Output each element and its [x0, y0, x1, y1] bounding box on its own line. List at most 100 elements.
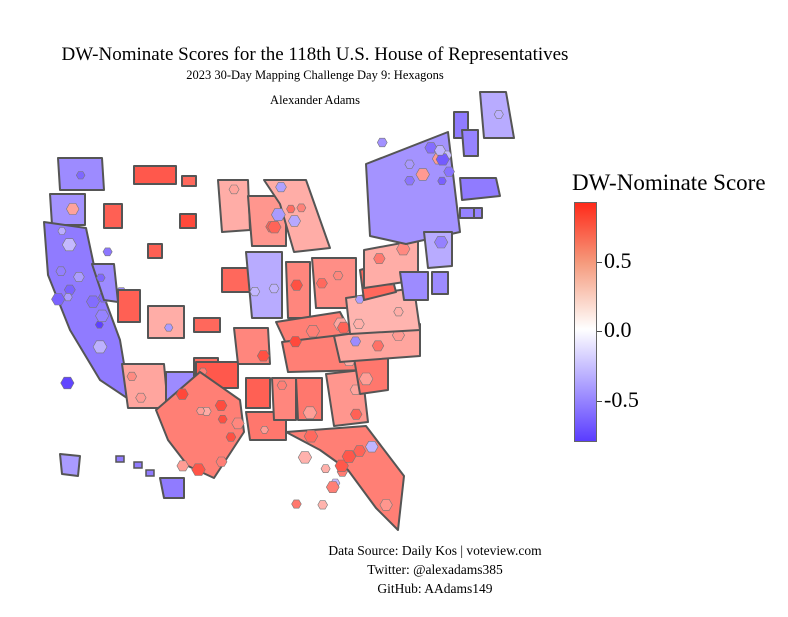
state-mt: [133, 165, 177, 185]
district-hex: [63, 293, 73, 302]
district-hex: [135, 392, 147, 403]
map-title: DW-Nominate Scores for the 118th U.S. Ho…: [61, 44, 569, 65]
hawaii-island-1: [115, 455, 125, 463]
district-hex: [376, 137, 388, 148]
state-id: [103, 203, 123, 229]
state-in: [285, 261, 311, 319]
footer-github: GitHub: AAdams149: [377, 581, 493, 596]
district-hex: [379, 499, 393, 511]
district-hex: [95, 309, 110, 323]
district-hex: [290, 279, 303, 291]
state-ms: [271, 377, 297, 421]
district-hex: [176, 460, 189, 472]
legend-tick-0-5: 0.5: [604, 248, 632, 273]
district-hex: [349, 408, 363, 420]
district-hex: [354, 295, 365, 304]
district-hex: [60, 376, 75, 390]
state-mi: [263, 179, 331, 253]
district-hex: [249, 286, 261, 297]
legend-tick-neg-0-5: -0.5: [604, 387, 639, 412]
district-hex: [435, 153, 450, 166]
district-hex: [75, 171, 86, 180]
map-subtitle: 2023 30-Day Mapping Challenge Day 9: Hex…: [186, 68, 444, 82]
district-hex: [303, 429, 319, 443]
district-hex: [86, 295, 100, 308]
state-ct: [459, 207, 475, 219]
district-hex: [404, 159, 415, 169]
state-ny: [365, 131, 461, 245]
legend-colorbar: [574, 202, 597, 442]
district-hex: [126, 371, 138, 381]
legend-tick-0-0: 0.0: [604, 317, 632, 342]
state-me: [479, 91, 515, 139]
district-hex: [297, 451, 313, 464]
legend-tick-mark-pos: [597, 262, 602, 263]
district-hex: [353, 445, 366, 457]
district-hex: [349, 336, 362, 347]
district-hex: [373, 253, 386, 264]
state-wa: [57, 157, 105, 191]
district-hex: [196, 406, 206, 415]
district-hex: [291, 499, 302, 509]
district-hex: [92, 340, 108, 354]
district-hex: [276, 380, 288, 390]
district-hex: [358, 372, 374, 386]
district-hex: [434, 236, 449, 249]
district-hex: [57, 227, 67, 235]
states-layer: [43, 91, 515, 531]
district-hex: [231, 417, 245, 430]
district-hex: [287, 215, 301, 227]
district-hex: [102, 247, 113, 257]
district-hex: [66, 203, 80, 215]
district-hex: [315, 278, 328, 289]
district-hex: [443, 166, 455, 177]
district-hex: [289, 336, 302, 348]
district-hex: [305, 324, 320, 338]
district-hex: [424, 142, 438, 154]
district-hex: [73, 271, 85, 282]
district-hex: [191, 463, 206, 476]
hawaii-island-2: [133, 461, 143, 469]
state-ut: [117, 289, 141, 323]
district-hex: [217, 414, 228, 424]
state-co: [147, 305, 185, 339]
state-mo: [233, 327, 271, 365]
district-hex: [325, 481, 340, 494]
district-hex: [302, 406, 318, 420]
district-hex: [55, 266, 67, 276]
district-hex: [320, 464, 331, 474]
district-hex: [336, 321, 351, 334]
state-ar: [245, 377, 271, 409]
legend-title: DW-Nominate Score: [572, 170, 766, 195]
state-md: [399, 271, 429, 301]
state-tx: [155, 371, 245, 479]
state-ne: [193, 317, 221, 333]
district-hex: [341, 450, 357, 463]
legend-tick-mark-zero: [597, 331, 602, 332]
legend-tick-mark-neg: [597, 401, 602, 402]
district-hex: [228, 184, 240, 195]
district-hex: [214, 400, 228, 411]
district-hex: [96, 273, 106, 282]
district-hex: [268, 283, 280, 294]
district-hex: [393, 307, 404, 317]
district-hex: [296, 203, 307, 213]
district-hex: [271, 208, 286, 221]
district-hex: [94, 320, 104, 329]
state-nh: [461, 129, 479, 157]
district-hex: [215, 456, 228, 467]
district-hex: [434, 145, 446, 156]
district-hex: [353, 318, 365, 330]
state-fl: [285, 425, 405, 531]
state-nd: [181, 175, 197, 187]
map-author: Alexander Adams: [270, 93, 360, 107]
district-hex: [437, 176, 447, 185]
state-hi: [159, 477, 185, 499]
district-hex: [164, 323, 174, 332]
district-hex: [415, 168, 430, 181]
state-al: [295, 377, 323, 421]
footer-source: Data Source: Daily Kos | voteview.com: [328, 543, 542, 558]
state-il: [245, 251, 283, 319]
district-hex: [317, 500, 328, 510]
